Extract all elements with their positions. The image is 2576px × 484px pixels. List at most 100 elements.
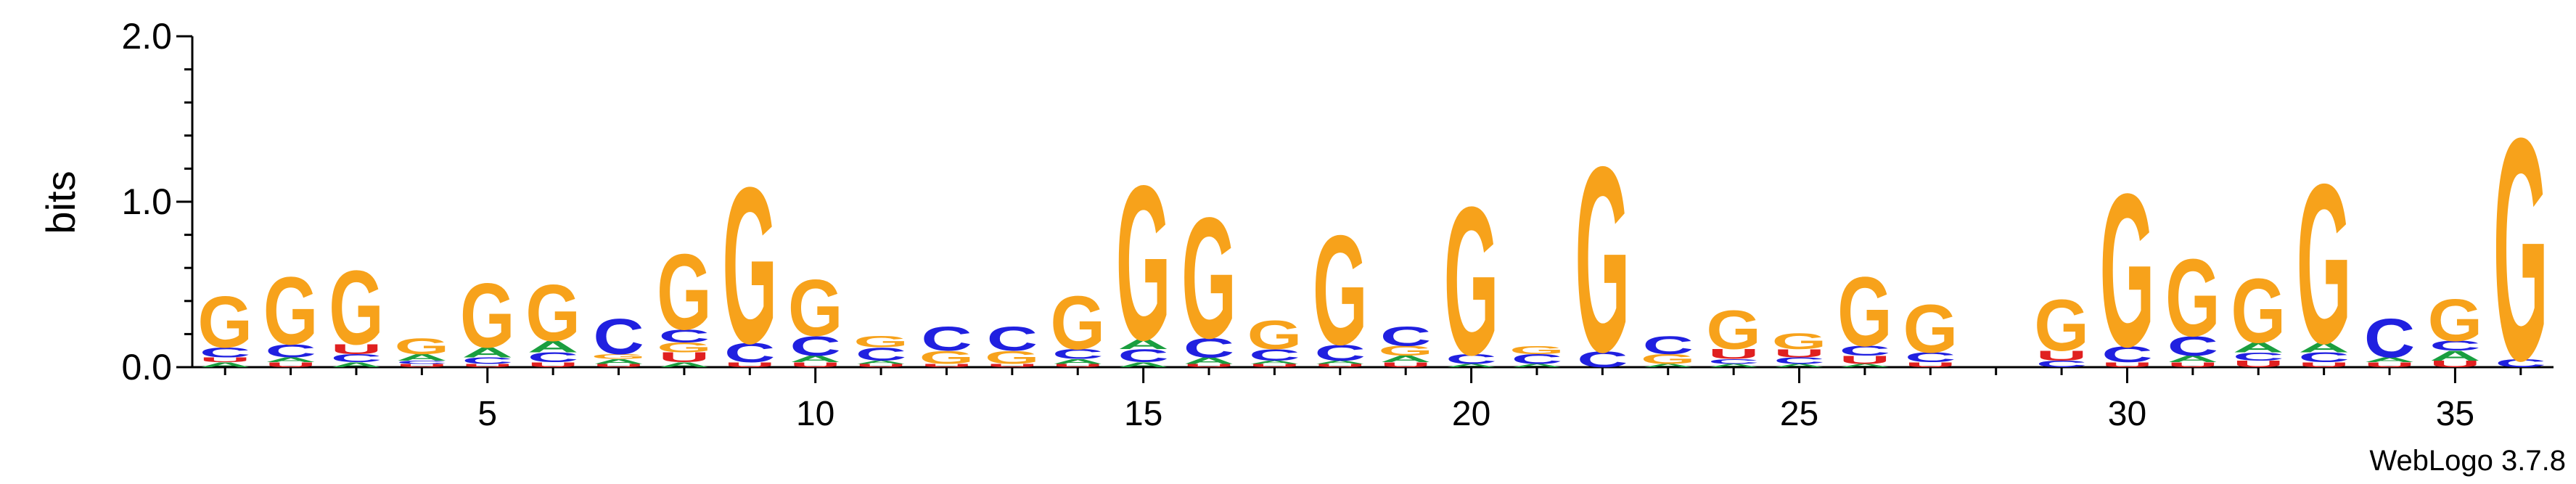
logo-letter-g: G [1313,204,1368,378]
logo-letter-g: G [1772,328,1827,353]
logo-letter-u: U [396,363,447,368]
logo-letter-c: C [659,326,710,346]
logo-letter-g: G [2493,73,2548,427]
x-axis: 5 10 15 20 25 30 35 [192,366,2554,433]
logo-letter-c: C [2167,331,2218,362]
logo-letter-g: G [263,256,319,364]
logo-letter-a: A [1380,354,1431,364]
logo-letter-g: G [1247,311,1303,358]
logo-letter-c: C [2233,350,2284,364]
logo-letter-u: U [1315,363,1366,368]
logo-letter-u: U [987,363,1038,368]
logo-letter-u: U [1839,353,1890,366]
logo-letter-a: A [1117,361,1168,369]
logo-letter-a: A [528,337,578,356]
logo-letter-c: C [856,344,906,364]
logo-letter-u: U [1380,361,1431,369]
logo-letter-u: U [2036,348,2087,364]
logo-letter-u: U [1773,347,1824,360]
logo-letter-u: U [724,361,775,369]
logo-letter-g: G [2428,287,2483,354]
logo-letter-u: U [790,361,841,369]
logo-letter-c: C [200,345,250,360]
logo-letter-g: G [919,348,975,368]
logo-letter-g: G [1837,257,1892,367]
logo-letter-a: A [331,361,382,369]
logo-letter-g: G [591,353,647,361]
logo-letter-u: U [2167,361,2218,369]
logo-letter-u: U [1708,347,1759,362]
logo-letter-a: A [593,358,644,366]
logo-letter-a: A [1643,363,1694,368]
logo-letter-a: A [200,361,250,369]
logo-letter-a: A [659,361,710,369]
logo-letter-g: G [329,250,384,367]
logo-letter-a: A [1839,363,1890,368]
y-tick-group: 0.0 1.0 2.0 [121,16,192,387]
logo-letter-u: U [659,350,710,365]
logo-letter-g: G [1509,343,1564,356]
logo-letter-u: U [265,361,316,369]
logo-letter-c: C [528,350,578,365]
logo-letter-a: A [1184,356,1234,366]
logo-letter-a: A [1315,360,1366,365]
logo-letter-c: C [2364,308,2415,369]
logo-letter-c: C [1117,346,1168,366]
logo-letter-a: A [2429,348,2480,364]
logo-letter-c: C [1708,358,1759,366]
logo-letter-g: G [460,264,515,366]
weblogo-credit: WebLogo 3.7.8 [2369,445,2566,477]
logo-letter-c: C [1380,321,1431,352]
logo-letter-g: G [395,333,450,358]
x-tick-label: 10 [796,395,834,433]
logo-letter-c: C [2495,357,2546,370]
logo-letter-a: A [2364,356,2415,364]
x-tick-label: 20 [1452,395,1490,433]
logo-letter-g: G [657,340,712,355]
logo-letter-a: A [1117,337,1168,352]
logo-letter-g: G [1444,163,1499,400]
logo-letter-u: U [2429,359,2480,369]
logo-letter-c: C [2429,338,2480,353]
logo-letter-a: A [790,354,841,364]
logo-letter-g: G [1050,282,1105,366]
y-axis-label: bits [38,171,83,234]
logo-letter-u: U [2298,361,2349,369]
y-tick-label: 1.0 [121,181,172,222]
logo-letter-u: U [200,356,250,364]
logo-letter-c: C [1773,356,1824,366]
logo-letter-c: C [2298,350,2349,365]
logo-letter-c: C [593,308,644,364]
logo-letter-u: U [2101,361,2152,369]
logo-letter-g: G [2297,138,2352,392]
logo-letter-a: A [396,352,447,362]
logo-letter-g: G [525,269,581,358]
logo-letter-c: C [1839,343,1890,358]
logo-letter-g: G [1116,139,1171,385]
logo-letter-u: U [528,361,578,369]
logo-letter-a: A [856,360,906,365]
logo-letter-g: G [985,348,1040,368]
logo-letter-u: U [2233,359,2284,369]
logo-letter-g: G [1575,112,1630,407]
logo-letter-u: U [462,363,513,368]
logo-letter-u: U [1052,363,1103,368]
logo-letter-g: G [1903,291,1958,368]
logo-letter-a: A [1708,363,1759,368]
logo-letter-u: U [593,363,644,368]
logo-letter-c: C [1184,332,1234,364]
logo-letter-a: A [1773,363,1824,368]
logo-letter-a: A [2298,340,2349,355]
logo-letter-a: A [1052,358,1103,366]
x-tick-label: 30 [2108,395,2146,433]
logo-letter-a: A [2233,340,2284,355]
logo-letter-c: C [265,341,316,361]
logo-letter-c: C [1315,340,1366,365]
y-tick-label: 0.0 [121,347,172,387]
logo-letter-c: C [724,337,775,369]
logo-letter-g: G [788,264,843,353]
logo-letter-g: G [1181,183,1236,374]
logo-letter-c: C [1249,346,1300,364]
